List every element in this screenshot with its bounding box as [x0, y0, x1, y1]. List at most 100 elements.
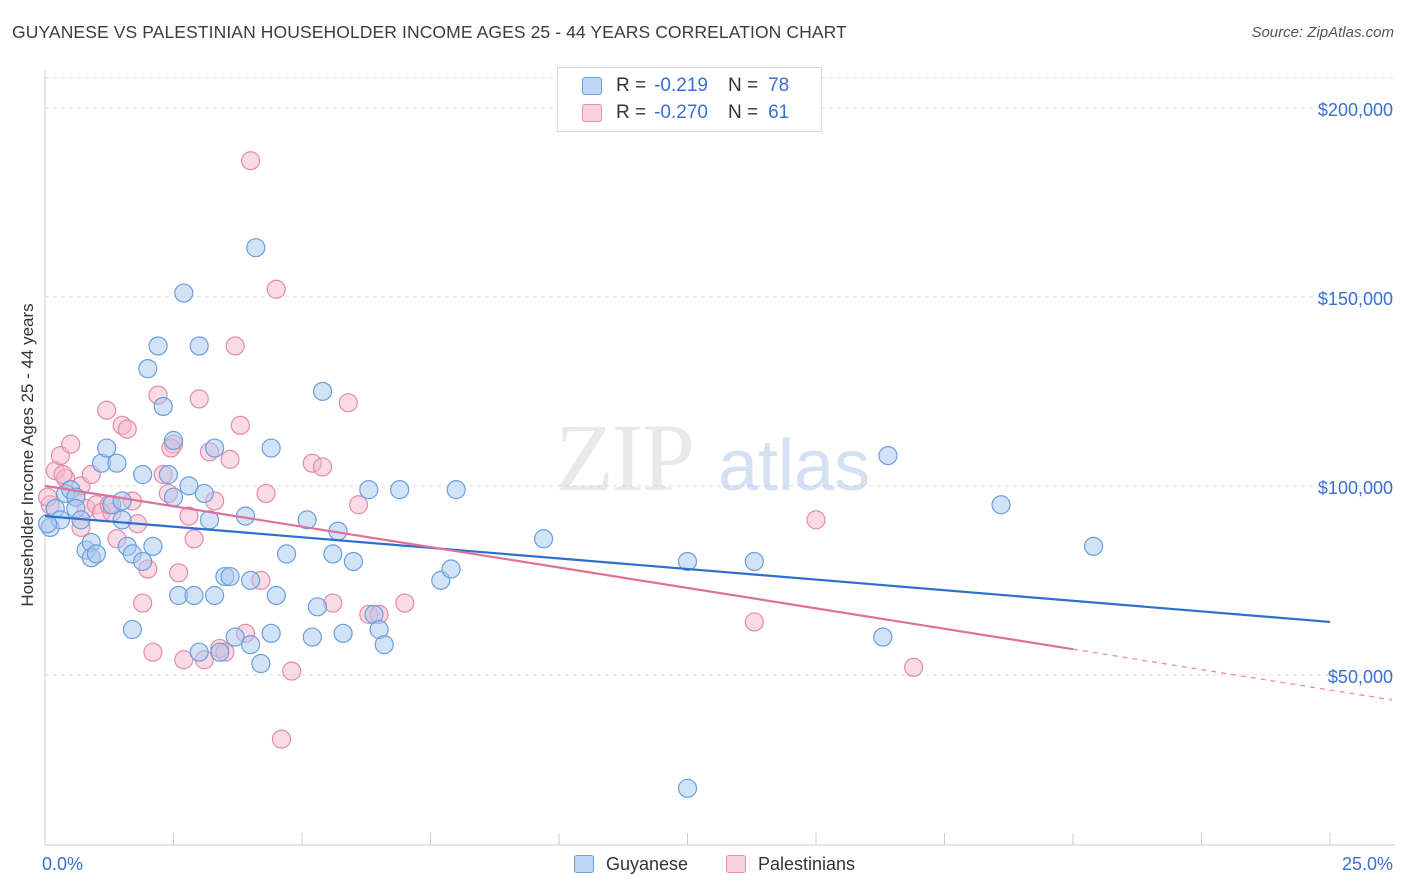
legend-swatch-guyanese	[582, 77, 602, 95]
tick-labels: $50,000 $100,000 $150,000 $200,000 0.0% 25.0%	[42, 100, 1393, 874]
palestinian-point	[282, 661, 302, 681]
guyanese-point	[312, 381, 333, 401]
palestinian-point	[395, 593, 415, 613]
guyanese-point	[184, 585, 204, 606]
legend-r-label: R =	[616, 102, 647, 123]
guyanese-point	[677, 551, 698, 572]
palestinian-point	[271, 729, 292, 749]
guyanese-point	[148, 336, 168, 356]
guyanese-point	[205, 585, 225, 606]
guyanese-point	[174, 283, 194, 303]
guyanese-point	[359, 480, 379, 500]
legend-r-value: -0.219	[654, 75, 708, 96]
guyanese-point	[133, 464, 153, 485]
palestinian-point	[53, 464, 73, 485]
palestinian-point	[230, 415, 250, 435]
guyanese-point	[307, 597, 328, 617]
trend-lines	[44, 484, 1393, 701]
guyanese-point	[220, 566, 240, 587]
palestinian-point	[220, 449, 240, 469]
legend-n-value: 78	[768, 75, 790, 96]
palestinian-point	[225, 336, 245, 356]
guyanese-point	[266, 585, 286, 606]
guyanese-point	[677, 778, 698, 798]
y-tick-label: $50,000	[1328, 667, 1393, 687]
guyanese-point	[374, 635, 394, 655]
legend-swatch-palestinians	[726, 855, 746, 873]
guyanese-point	[302, 627, 322, 647]
palestinian-point	[169, 563, 189, 583]
y-tick-label: $150,000	[1318, 289, 1393, 309]
guyanese-point	[246, 238, 266, 258]
palestinian-point	[179, 506, 199, 526]
guyanese-point	[343, 551, 363, 572]
guyanese-point	[189, 642, 209, 662]
legend-row-guyanese: R = -0.219 N = 78	[582, 74, 789, 98]
x-tick-label: 0.0%	[42, 854, 83, 874]
watermark-zip: ZIP	[555, 404, 693, 511]
guyanese-point	[86, 544, 107, 564]
guyanese-point	[241, 570, 261, 590]
guyanese-point	[446, 480, 466, 500]
x-tick-label: 25.0%	[1342, 854, 1393, 874]
palestinian-point	[806, 510, 826, 530]
guyanese-point	[261, 623, 281, 643]
palestinian-point	[256, 483, 276, 504]
guyanese-point	[323, 544, 343, 564]
correlation-legend: R = -0.219 N = 78 R = -0.270 N = 61	[557, 67, 822, 132]
palestinian-point	[133, 593, 153, 613]
legend-swatch-guyanese	[574, 855, 594, 873]
palestinian-point	[97, 400, 117, 420]
guyanese-point	[122, 619, 142, 640]
guyanese-point	[179, 476, 199, 496]
legend-n-value: 61	[768, 102, 790, 123]
legend-item-guyanese[interactable]: Guyanese	[574, 850, 688, 878]
palestinian-trend-line	[44, 484, 1074, 651]
palestinian-point	[266, 279, 286, 299]
guyanese-point	[189, 336, 209, 356]
guyanese-point	[153, 396, 173, 417]
legend-row-palestinians: R = -0.270 N = 61	[582, 101, 789, 125]
guyanese-point	[390, 480, 410, 500]
legend-n-label: N =	[727, 75, 759, 96]
guyanese-point	[878, 446, 898, 466]
chart-title: GUYANESE VS PALESTINIAN HOUSEHOLDER INCO…	[12, 22, 847, 42]
guyanese-point	[225, 627, 245, 647]
legend-swatch-palestinians	[582, 104, 602, 122]
guyanese-point	[112, 510, 132, 530]
guyanese-point	[163, 487, 184, 507]
palestinian-point	[189, 389, 209, 409]
guyanese-point	[112, 491, 132, 511]
palestinian-point	[174, 650, 194, 670]
guyanese-point	[194, 483, 214, 504]
watermark-atlas: atlas	[718, 426, 870, 506]
guyanese-point	[276, 544, 297, 564]
palestinian-point	[348, 495, 369, 515]
y-tick-label: $100,000	[1318, 478, 1393, 498]
source-credit: Source: ZipAtlas.com	[1251, 24, 1394, 41]
guyanese-point	[210, 642, 230, 662]
guyanese-point	[163, 430, 184, 451]
legend-r-label: R =	[616, 75, 647, 96]
guyanese-point	[297, 510, 317, 530]
guyanese-point	[1083, 536, 1104, 556]
legend-label-guyanese: Guyanese	[606, 853, 689, 874]
guyanese-point	[143, 536, 163, 556]
watermark: ZIP atlas	[555, 404, 870, 511]
palestinian-point	[61, 434, 81, 454]
guyanese-point	[205, 438, 225, 458]
palestinian-point	[312, 457, 333, 477]
palestinian-trend-extension	[1072, 648, 1393, 701]
guyanese-trend-line	[44, 515, 1331, 624]
guyanese-point	[873, 627, 893, 647]
palestinian-point	[338, 393, 358, 413]
guyanese-point	[138, 359, 158, 379]
axes	[44, 70, 1395, 846]
guyanese-point	[241, 635, 261, 655]
palestinian-point	[904, 657, 924, 677]
y-axis-label: Householder Income Ages 25 - 44 years	[18, 303, 37, 607]
legend-item-palestinians[interactable]: Palestinians	[726, 850, 855, 878]
guyanese-point	[97, 438, 117, 458]
legend-r-value: -0.270	[654, 102, 708, 123]
